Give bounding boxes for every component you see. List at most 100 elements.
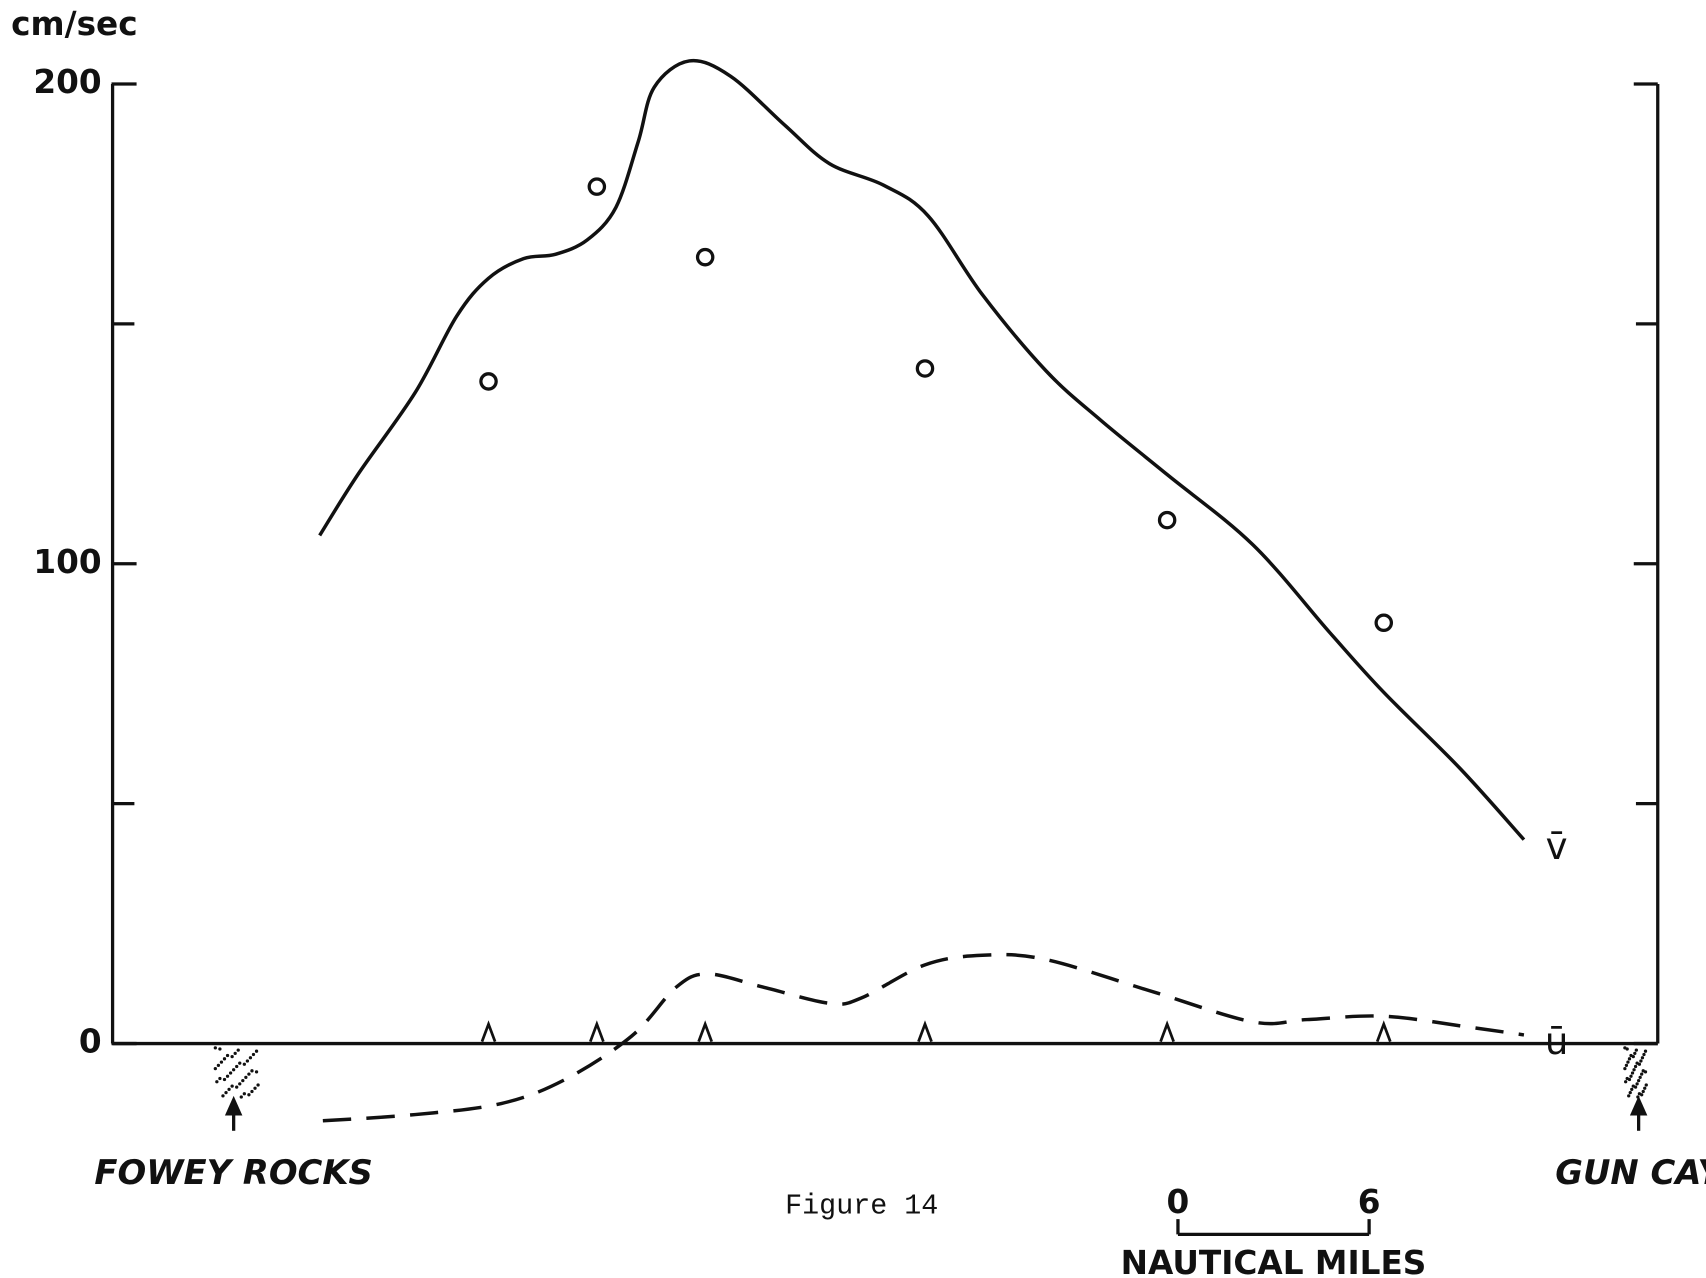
rock-stipple: [227, 1087, 231, 1091]
rock-stipple: [242, 1092, 246, 1096]
observation-circle: [587, 177, 607, 196]
observation-circle: [695, 247, 715, 267]
series-label: ū: [1545, 1020, 1569, 1063]
rock-stipple: [251, 1052, 256, 1057]
series-label: v̄: [1546, 825, 1568, 868]
scale-bar-label: 0: [1167, 1183, 1190, 1221]
rock-stipple: [1642, 1052, 1646, 1057]
rock-stipple: [1636, 1078, 1641, 1083]
rock-stipple: [235, 1064, 239, 1069]
rock-stipple: [1633, 1051, 1637, 1056]
rock-stipple: [1640, 1093, 1644, 1097]
scale-bar-label: 6: [1358, 1183, 1381, 1221]
rock-stipple: [1627, 1077, 1632, 1082]
rock-stipple: [218, 1076, 222, 1081]
rock-stipple: [248, 1056, 253, 1060]
rock-stipple: [241, 1078, 245, 1083]
rock-stipple: [216, 1063, 221, 1067]
rock-stipple: [1643, 1049, 1648, 1053]
location-label: GUN CAY: [1555, 1153, 1706, 1192]
rock-stipple: [219, 1060, 224, 1064]
rock-stipple: [1626, 1060, 1630, 1064]
rock-stipple: [1624, 1063, 1629, 1067]
observation-triangle: [917, 1020, 933, 1043]
rock-stipple: [225, 1053, 230, 1058]
observation-circle: [915, 359, 935, 378]
rock-stipple: [1630, 1087, 1634, 1091]
rock-stipple: [256, 1083, 260, 1087]
y-tick-label: 0: [79, 1023, 102, 1061]
rock-stipple: [254, 1070, 259, 1074]
rock-stipple: [221, 1094, 225, 1098]
location-arrowhead: [224, 1095, 243, 1116]
rock-stipple: [1627, 1094, 1631, 1098]
rock-stipple: [250, 1089, 254, 1094]
y-tick-label: 100: [33, 543, 101, 581]
rock-stipple: [238, 1061, 242, 1065]
observation-circle: [479, 372, 498, 391]
rock-stipple: [236, 1048, 240, 1052]
rock-stipple: [242, 1062, 246, 1066]
rock-stipple: [239, 1095, 243, 1099]
rock-stipple: [215, 1080, 219, 1084]
rock-stipple: [247, 1093, 251, 1097]
location-arrowhead: [1629, 1095, 1648, 1116]
rock-stipple: [233, 1051, 237, 1056]
rock-stipple: [1638, 1075, 1642, 1079]
rock-stipple: [218, 1047, 222, 1051]
rock-stipple: [245, 1059, 250, 1063]
observation-triangle: [589, 1020, 605, 1043]
rock-stipple: [247, 1072, 251, 1076]
rock-stipple: [1633, 1085, 1638, 1089]
rock-stipple: [1639, 1059, 1643, 1063]
observation-triangle: [1159, 1020, 1175, 1043]
rock-stipple: [250, 1069, 254, 1073]
rock-stipple: [254, 1049, 259, 1053]
rock-stipple: [1628, 1090, 1632, 1095]
rock-stipple: [244, 1075, 248, 1079]
rock-stipple: [238, 1082, 242, 1086]
rock-stipple: [1624, 1080, 1628, 1084]
rock-stipple: [225, 1074, 230, 1078]
y-tick-label: 200: [33, 63, 101, 101]
rock-stipple: [1634, 1048, 1638, 1052]
rock-stipple: [230, 1084, 234, 1088]
series-line: [322, 952, 1525, 1123]
rock-stipple: [222, 1077, 227, 1082]
rock-stipple: [1633, 1064, 1638, 1069]
observation-circle: [1374, 613, 1394, 633]
rock-stipple: [1641, 1089, 1645, 1094]
rock-stipple: [232, 1068, 236, 1072]
observation-triangle: [697, 1020, 713, 1043]
observation-triangle: [480, 1020, 497, 1043]
rock-stipple: [1640, 1056, 1645, 1060]
rock-stipple: [213, 1066, 217, 1071]
rock-stipple: [1625, 1047, 1629, 1051]
rock-stipple: [1643, 1070, 1648, 1074]
rock-stipple: [1630, 1071, 1635, 1075]
rock-stipple: [1631, 1055, 1635, 1059]
observation-triangle: [1375, 1020, 1392, 1043]
scale-bar-title: NAUTICAL MILES: [1121, 1244, 1427, 1278]
rock-stipple: [1644, 1083, 1648, 1087]
rock-stipple: [1635, 1082, 1639, 1086]
rock-stipple: [230, 1055, 234, 1059]
rock-stipple: [1643, 1086, 1647, 1090]
rock-stipple: [1623, 1066, 1627, 1071]
rock-stipple: [228, 1071, 233, 1075]
caption: Figure 14: [785, 1190, 938, 1223]
rock-stipple: [1640, 1072, 1644, 1076]
rock-stipple: [1629, 1074, 1633, 1078]
rock-stipple: [224, 1090, 228, 1095]
rock-stipple: [235, 1085, 239, 1089]
rock-stipple: [1627, 1057, 1632, 1061]
location-label: FOWEY ROCKS: [94, 1153, 373, 1192]
rock-stipple: [222, 1057, 227, 1061]
y-axis-label: cm/sec: [11, 5, 137, 43]
rock-stipple: [253, 1086, 257, 1090]
rock-stipple: [213, 1046, 217, 1050]
rock-stipple: [1637, 1062, 1642, 1066]
rock-stipple: [1632, 1068, 1636, 1072]
